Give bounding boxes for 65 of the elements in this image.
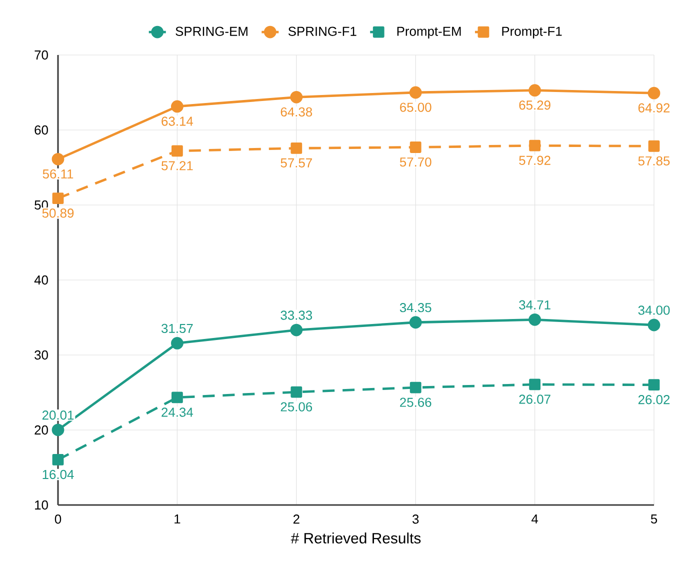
point (529, 378, 540, 390)
data-label: 26.02 (638, 395, 670, 404)
data-label: 65.29 (519, 100, 550, 110)
point (290, 386, 302, 398)
y-tick-label: 70 (34, 50, 48, 60)
x-tick-label: 1 (174, 514, 180, 524)
point (648, 318, 660, 332)
data-label: 64.38 (280, 107, 312, 117)
point (648, 86, 660, 100)
x-tick-label: 2 (293, 514, 300, 524)
point (171, 337, 184, 350)
data-label: 57.70 (400, 157, 432, 167)
data-label: 26.07 (519, 394, 550, 404)
legend-label: SPRING-EM (176, 26, 248, 36)
point (172, 145, 183, 157)
y-tick-label: 30 (34, 350, 48, 360)
x-axis-title: # Retrieved Results (290, 532, 421, 544)
data-label: 57.57 (280, 158, 312, 168)
point (648, 140, 660, 152)
data-label: 65.00 (400, 102, 432, 112)
data-label: 56.11 (42, 169, 74, 179)
y-tick-label: 40 (34, 275, 48, 285)
data-label: 57.85 (638, 156, 670, 166)
point (52, 192, 64, 204)
point (529, 140, 540, 152)
point (409, 316, 422, 329)
point (528, 84, 541, 97)
y-tick-label: 10 (35, 500, 48, 510)
point (172, 392, 183, 404)
legend-label: Prompt-EM (397, 26, 461, 38)
x-tick-label: 5 (650, 514, 658, 524)
data-label: 25.66 (400, 398, 432, 407)
data-label: 31.57 (161, 324, 193, 334)
x-tick-label: 4 (531, 514, 538, 524)
data-label: 57.92 (519, 156, 550, 165)
point (410, 142, 422, 153)
point (171, 100, 184, 113)
point (528, 313, 541, 326)
data-label: 50.89 (42, 208, 74, 218)
data-label: 34.71 (519, 300, 550, 310)
data-label: 34.35 (400, 303, 432, 312)
point (648, 379, 660, 391)
data-label: 64.92 (638, 103, 670, 112)
y-tick-label: 60 (34, 125, 48, 135)
point (409, 86, 422, 99)
legend-label: SPRING-F1 (288, 26, 356, 36)
data-label: 25.06 (280, 402, 312, 412)
point (290, 142, 302, 154)
data-label: 34.00 (638, 306, 670, 315)
data-label: 24.34 (162, 408, 194, 417)
data-label: 33.33 (280, 310, 312, 320)
data-label: 57.21 (162, 161, 193, 170)
data-label: 20.01 (42, 410, 74, 420)
point (290, 324, 303, 336)
point (52, 424, 64, 436)
y-tick-label: 20 (34, 425, 48, 435)
point (52, 152, 64, 166)
point (410, 382, 422, 394)
x-tick-label: 3 (412, 514, 419, 524)
point (52, 454, 64, 466)
data-label: 63.14 (162, 116, 194, 126)
legend-label: Prompt-F1 (502, 26, 562, 38)
point (290, 90, 303, 104)
data-label: 16.04 (42, 470, 74, 480)
x-tick-label: 0 (54, 514, 62, 524)
